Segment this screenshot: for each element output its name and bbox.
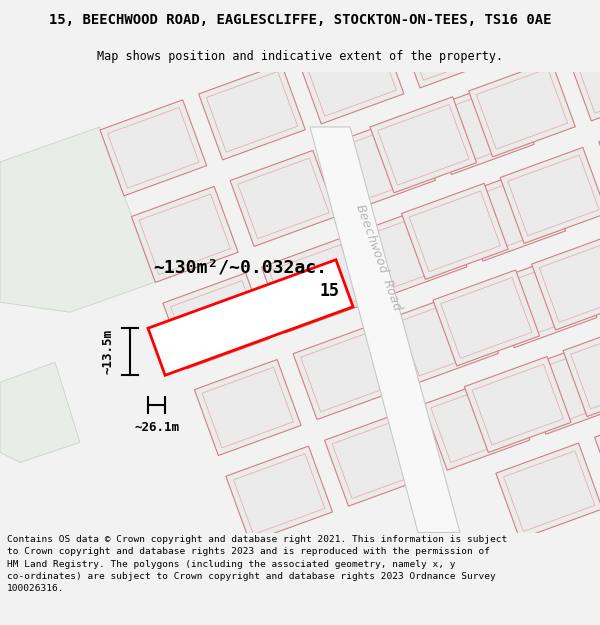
Polygon shape <box>433 270 539 366</box>
Polygon shape <box>230 151 337 246</box>
Polygon shape <box>199 64 305 160</box>
Polygon shape <box>595 407 600 503</box>
Polygon shape <box>148 260 353 375</box>
Polygon shape <box>469 61 575 157</box>
Polygon shape <box>298 28 404 124</box>
Polygon shape <box>238 158 329 239</box>
Polygon shape <box>401 183 508 279</box>
Polygon shape <box>496 443 600 539</box>
Polygon shape <box>332 418 424 498</box>
Text: ~130m²/~0.032ac.: ~130m²/~0.032ac. <box>153 258 327 276</box>
Polygon shape <box>310 127 460 532</box>
Polygon shape <box>377 104 469 185</box>
Polygon shape <box>472 364 563 445</box>
Polygon shape <box>500 148 600 243</box>
Text: 15, BEECHWOOD ROAD, EAGLESCLIFFE, STOCKTON-ON-TEES, TS16 0AE: 15, BEECHWOOD ROAD, EAGLESCLIFFE, STOCKT… <box>49 13 551 27</box>
Polygon shape <box>301 331 392 412</box>
Text: Contains OS data © Crown copyright and database right 2021. This information is : Contains OS data © Crown copyright and d… <box>7 535 508 593</box>
Polygon shape <box>522 338 600 434</box>
Polygon shape <box>100 100 206 196</box>
Polygon shape <box>490 252 597 348</box>
Polygon shape <box>427 79 534 174</box>
Polygon shape <box>163 273 269 369</box>
Polygon shape <box>563 321 600 417</box>
Polygon shape <box>396 0 503 88</box>
Polygon shape <box>360 201 467 297</box>
Polygon shape <box>404 0 495 80</box>
Polygon shape <box>503 451 595 531</box>
Polygon shape <box>498 259 589 340</box>
Text: ~13.5m: ~13.5m <box>101 329 115 374</box>
Polygon shape <box>170 281 262 361</box>
Polygon shape <box>409 191 500 272</box>
Text: ~26.1m: ~26.1m <box>134 421 179 434</box>
Polygon shape <box>370 97 476 193</box>
Polygon shape <box>476 69 568 149</box>
Polygon shape <box>262 237 368 333</box>
Text: 15: 15 <box>319 282 340 300</box>
Polygon shape <box>107 107 199 188</box>
Polygon shape <box>530 346 600 426</box>
Polygon shape <box>532 234 600 330</box>
Polygon shape <box>139 194 230 275</box>
Polygon shape <box>202 368 293 448</box>
Polygon shape <box>305 36 396 116</box>
Polygon shape <box>435 86 526 167</box>
Polygon shape <box>431 382 522 462</box>
Polygon shape <box>368 209 459 289</box>
Polygon shape <box>194 359 301 456</box>
Text: Beechwood Road: Beechwood Road <box>353 202 403 312</box>
Polygon shape <box>400 295 491 376</box>
Polygon shape <box>233 454 325 534</box>
Polygon shape <box>392 288 499 384</box>
Text: Map shows position and indicative extent of the property.: Map shows position and indicative extent… <box>97 49 503 62</box>
Polygon shape <box>325 410 431 506</box>
Polygon shape <box>206 71 298 152</box>
Polygon shape <box>508 155 599 236</box>
Polygon shape <box>131 186 238 282</box>
Polygon shape <box>571 328 600 409</box>
Polygon shape <box>467 173 558 253</box>
Polygon shape <box>440 278 532 358</box>
Polygon shape <box>599 111 600 208</box>
Polygon shape <box>226 446 332 542</box>
Polygon shape <box>459 165 566 261</box>
Polygon shape <box>293 324 400 419</box>
Polygon shape <box>539 242 600 322</box>
Polygon shape <box>337 122 428 202</box>
Polygon shape <box>269 245 361 325</box>
Polygon shape <box>0 362 80 462</box>
Polygon shape <box>329 114 436 211</box>
Polygon shape <box>0 127 155 312</box>
Polygon shape <box>568 25 600 121</box>
Polygon shape <box>423 374 530 470</box>
Polygon shape <box>464 356 571 452</box>
Polygon shape <box>575 32 600 113</box>
